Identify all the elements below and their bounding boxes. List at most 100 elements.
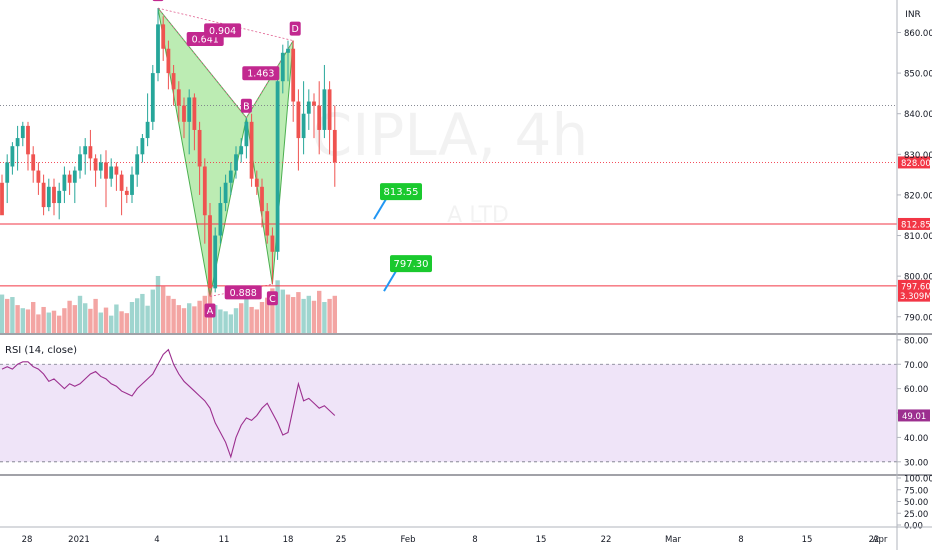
candle-body <box>119 174 124 191</box>
candle-body <box>218 203 223 236</box>
candle-body <box>249 121 254 179</box>
price-level-tag <box>898 156 930 169</box>
price-tick-label: 830.00 <box>904 151 932 161</box>
time-tick-label: 28 <box>22 535 33 545</box>
candle-body <box>62 174 67 191</box>
volume-bar <box>223 311 228 333</box>
volume-bar <box>233 308 239 333</box>
candle-body <box>78 154 82 171</box>
volume-bar <box>124 313 129 333</box>
candle-body <box>332 129 337 163</box>
volume-bar <box>327 298 332 333</box>
candle-body <box>223 182 228 204</box>
volume-bar <box>228 314 233 333</box>
time-tick-label: 22 <box>869 535 880 545</box>
price-tick-label: 820.00 <box>904 191 932 201</box>
time-tick-label: Apr <box>873 535 888 545</box>
volume-bar <box>67 300 72 333</box>
watermark-title: CIPLA, 4h <box>312 101 588 169</box>
candle-body <box>322 89 327 130</box>
price-level-label: 797.60 <box>901 282 931 292</box>
lower-tick-label: 75.00 <box>904 486 928 496</box>
volume-bar <box>213 305 218 333</box>
candle-body <box>135 154 140 175</box>
price-callouts[interactable]: 813.55 797.30 <box>373 183 432 292</box>
lower-tick-label: 50.00 <box>904 498 928 508</box>
pattern-ratio-label: 0.888 <box>230 288 257 299</box>
pattern-triangle-xab[interactable] <box>157 7 247 297</box>
time-tick-label: Feb <box>400 535 415 545</box>
volume-bar <box>218 309 223 333</box>
volume-bar <box>150 289 155 333</box>
candle-body <box>67 174 72 183</box>
volume-bar <box>5 298 10 333</box>
candle-body <box>187 97 192 122</box>
volume-bar <box>25 309 31 333</box>
candle-body <box>130 174 134 195</box>
volume-bar <box>332 295 337 333</box>
price-axis[interactable]: INR 860.00 850.00 840.00 830.00 820.00 810.00… <box>896 0 932 550</box>
volume-bar <box>46 312 51 333</box>
time-tick-label: 22 <box>601 535 612 545</box>
rsi-tick-label: 70.00 <box>904 361 928 371</box>
candle-body <box>296 101 301 139</box>
volume-scale-tag <box>898 289 930 302</box>
candle-body <box>36 170 41 183</box>
volume-bar <box>265 297 270 333</box>
candle-body <box>52 186 56 204</box>
callout-box[interactable] <box>390 255 432 273</box>
candle-body <box>312 101 316 106</box>
pattern-ratio-label-bg <box>224 285 262 300</box>
rsi-band <box>0 364 897 462</box>
time-tick-label: 18 <box>283 535 294 545</box>
horizontal-levels[interactable]: 812.85 797.60 828.00 3.309M <box>0 105 932 303</box>
volume-bar <box>129 302 135 333</box>
volume-bar <box>166 295 171 333</box>
candle-body <box>306 101 311 114</box>
candle-body <box>98 162 103 171</box>
price-tick-label: 850.00 <box>904 70 932 80</box>
rsi-line <box>1 348 336 459</box>
candle-body <box>270 235 275 252</box>
pattern-point-d-bg <box>289 21 301 36</box>
callout-box[interactable] <box>380 183 422 201</box>
volume-bar <box>285 294 291 333</box>
candle-body <box>0 182 4 216</box>
pattern-point-x-bg <box>152 0 164 2</box>
candle-body <box>244 121 249 147</box>
pattern-point-c: C <box>269 294 276 305</box>
volume-bar <box>77 295 83 333</box>
volume-bar <box>275 280 280 333</box>
callout-label: 797.30 <box>394 259 429 270</box>
harmonic-pattern[interactable] <box>157 7 294 297</box>
candle-body <box>192 97 197 130</box>
candlestick-series <box>0 8 337 297</box>
candle-body <box>15 138 20 147</box>
pattern-point-a: A <box>207 306 214 317</box>
price-tick-label: 860.00 <box>904 29 932 39</box>
candle-body <box>239 146 244 155</box>
volume-bar <box>114 304 119 333</box>
pattern-ratio-label-bg <box>204 23 242 38</box>
candle-body <box>265 211 270 236</box>
candle-body <box>31 154 36 171</box>
volume-bar <box>20 308 25 333</box>
candle-body <box>41 182 46 208</box>
rsi-tick-label: 80.00 <box>904 336 928 346</box>
candle-body <box>197 129 202 167</box>
volume-bar <box>15 305 20 333</box>
volume-bar <box>0 294 5 333</box>
candle-body <box>234 154 238 171</box>
candle-body <box>5 162 10 183</box>
rsi-panel[interactable]: RSI (14, close) 80.0070.0060.0050.0040.0… <box>0 333 932 468</box>
volume-bar <box>192 306 197 333</box>
rsi-current-label: 49.01 <box>902 412 926 422</box>
pattern-ratio-label: 1.463 <box>247 69 274 80</box>
lower-tick-label: 100.00 <box>904 475 932 485</box>
candle-body <box>83 146 88 155</box>
price-level-label: 812.85 <box>901 220 931 230</box>
pattern-line-xb <box>157 7 247 119</box>
